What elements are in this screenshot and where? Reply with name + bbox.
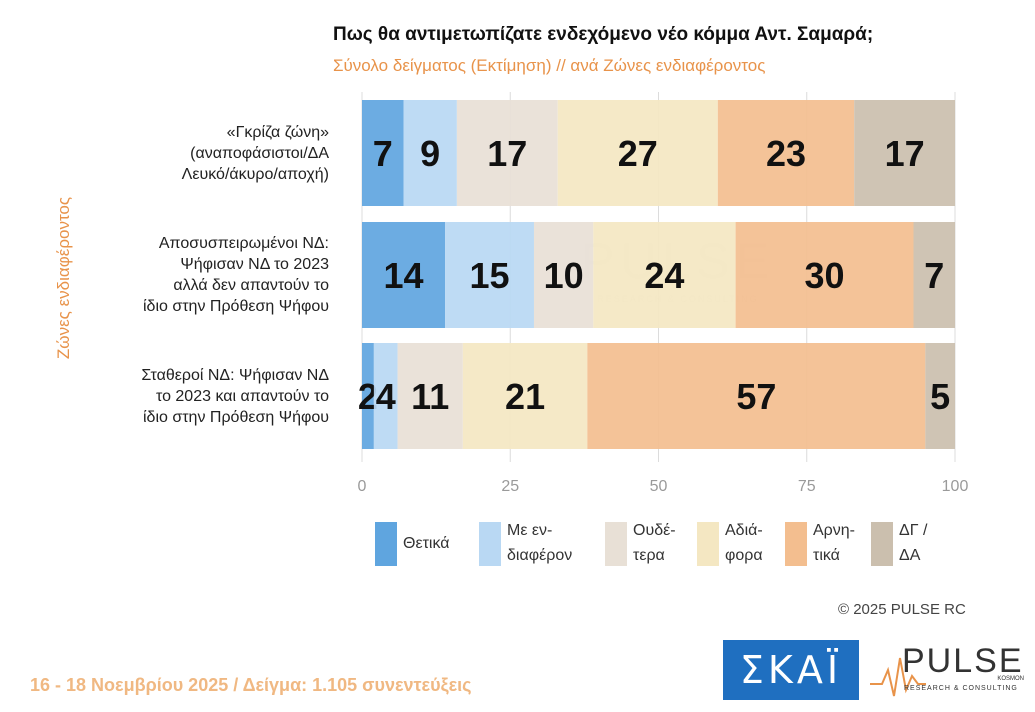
legend-label: Με εν-διαφέρον <box>507 518 572 568</box>
data-label-2-4: 57 <box>736 376 776 417</box>
bar-segment-1-1 <box>445 222 534 328</box>
legend-label-line: διαφέρον <box>507 547 573 564</box>
bar-segment-0-1 <box>403 100 457 206</box>
legend-label-line: τερα <box>633 547 665 564</box>
skai-logo: ΣΚΑΪ <box>723 640 859 700</box>
bar-segment-0-4 <box>717 100 855 206</box>
x-tick-label-100: 100 <box>942 478 969 495</box>
legend-swatch <box>785 522 807 566</box>
data-label-1-5: 7 <box>924 255 944 296</box>
legend-label-line: Με εν- <box>507 522 553 539</box>
data-label-0-1: 9 <box>420 133 440 174</box>
legend-label: Αρνη-τικά <box>813 518 855 568</box>
data-label-2-1: 4 <box>376 376 396 417</box>
data-label-2-3: 21 <box>505 376 545 417</box>
category-label-line: το 2023 και απαντούν το <box>155 387 329 405</box>
data-label-1-1: 15 <box>469 255 509 296</box>
bar-segment-0-5 <box>854 100 955 206</box>
bar-segment-1-5 <box>913 222 955 328</box>
bar-segment-2-2 <box>397 343 463 449</box>
bar-segment-2-3 <box>462 343 588 449</box>
legend-label-line: Ουδέ- <box>633 522 676 539</box>
legend-label-line: ΔΓ / <box>899 522 928 539</box>
category-label-0: «Γκρίζα ζώνη» (αναποφάσιστοι/ΔΑ Λευκό/άκυρ… <box>182 122 329 185</box>
data-label-0-2: 17 <box>487 133 527 174</box>
data-label-0-0: 7 <box>373 133 393 174</box>
bar-segment-0-3 <box>557 100 718 206</box>
bar-segment-1-3 <box>593 222 736 328</box>
legend-label: ΔΓ / ΔΑ <box>899 518 927 568</box>
x-tick-label-75: 75 <box>798 478 816 495</box>
copyright-text: © 2025 PULSE RC <box>838 601 966 618</box>
legend-swatch <box>375 522 397 566</box>
legend-label-line: ΔΑ <box>899 547 921 564</box>
data-label-2-5: 5 <box>930 376 950 417</box>
pulse-logo: PULSE KOSMON RESEARCH & CONSULTING <box>870 642 1024 697</box>
category-label-line: αλλά δεν απαντούν το <box>173 277 329 294</box>
legend-swatch <box>605 522 627 566</box>
bar-segment-1-4 <box>735 222 914 328</box>
category-label-line: Σταθεροί ΝΔ: Ψήφισαν ΝΔ <box>141 366 329 384</box>
legend-label-line: Θετικά <box>403 535 450 552</box>
x-tick-label-50: 50 <box>650 478 668 495</box>
category-label-line: Αποσυσπειρωμένοι ΝΔ: <box>158 235 329 252</box>
pulse-logo-kosmon: KOSMON <box>997 676 1024 682</box>
bar-segment-2-1 <box>373 343 398 449</box>
bar-segment-0-2 <box>456 100 558 206</box>
category-label-line: «Γκρίζα ζώνη» <box>226 123 329 141</box>
legend-swatch <box>697 522 719 566</box>
legend-label: Αδιά-φορα <box>725 518 763 568</box>
data-label-0-4: 23 <box>766 133 806 174</box>
data-label-0-3: 27 <box>618 133 658 174</box>
chart-title: Πως θα αντιμετωπίζατε ενδεχόμενο νέο κόμ… <box>333 24 874 45</box>
bar-segment-2-5 <box>925 343 955 449</box>
x-tick-label-0: 0 <box>358 478 367 495</box>
data-label-2-0: 2 <box>358 376 378 417</box>
legend-swatch <box>871 522 893 566</box>
pulse-logo-wave <box>870 657 926 697</box>
category-label-line: ίδιο στην Πρόθεση Ψήφου <box>143 408 329 426</box>
skai-logo-text: ΣΚΑΪ <box>739 648 843 692</box>
legend-label-line: φορα <box>725 547 763 564</box>
bar-segment-2-4 <box>587 343 926 449</box>
bar-segment-1-0 <box>362 222 446 328</box>
data-label-1-2: 10 <box>544 255 584 296</box>
category-label-1: Αποσυσπειρωμένοι ΝΔ: Ψήφισαν ΝΔ το 2023 αλ… <box>143 233 329 317</box>
stacked-bar-chart: 0255075100PULSERESEARCH & CONSULTING7917… <box>358 92 969 495</box>
bar-segment-1-2 <box>533 222 594 328</box>
legend-swatch <box>479 522 501 566</box>
category-label-line: Λευκό/άκυρο/αποχή) <box>181 165 329 183</box>
category-label-line: (αναποφάσιστοι/ΔΑ <box>190 144 329 162</box>
bar-segment-2-0 <box>362 343 374 449</box>
pulse-logo-subtext: RESEARCH & CONSULTING <box>904 685 1018 692</box>
bar-segment-0-0 <box>362 100 404 206</box>
survey-footer: 16 - 18 Νοεμβρίου 2025 / Δείγμα: 1.105 σ… <box>30 675 472 695</box>
data-label-0-5: 17 <box>885 133 925 174</box>
legend-label: Ουδέ-τερα <box>633 518 676 568</box>
category-label-line: Ψήφισαν ΝΔ το 2023 <box>180 256 329 273</box>
legend-label-line: Αδιά- <box>725 522 763 539</box>
data-label-2-2: 11 <box>411 376 449 417</box>
legend-label-line: τικά <box>813 547 840 564</box>
data-label-1-4: 30 <box>805 255 845 296</box>
legend-label: Θετικά <box>403 531 450 556</box>
pulse-logo-text: PULSE <box>902 642 1024 680</box>
chart-subtitle: Σύνολο δείγματος (Εκτίμηση) // ανά Ζώνες… <box>333 56 766 75</box>
category-label-2: Σταθεροί ΝΔ: Ψήφισαν ΝΔ το 2023 και απαντ… <box>141 365 329 428</box>
data-label-1-3: 24 <box>644 255 684 296</box>
category-label-line: ίδιο στην Πρόθεση Ψήφου <box>143 298 329 315</box>
data-label-1-0: 14 <box>383 255 423 296</box>
x-tick-label-25: 25 <box>501 478 519 495</box>
legend-label-line: Αρνη- <box>813 522 855 539</box>
